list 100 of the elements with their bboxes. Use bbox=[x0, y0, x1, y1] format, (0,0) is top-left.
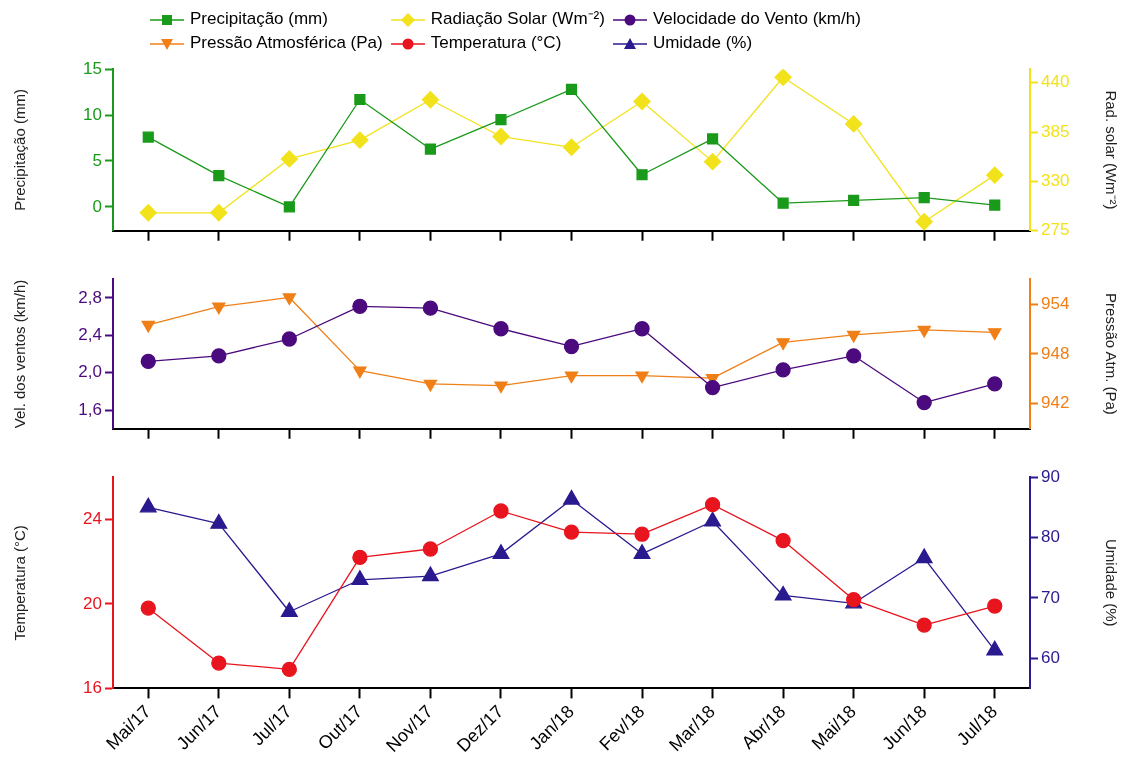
point bbox=[280, 150, 298, 168]
y-tick-label: 24 bbox=[83, 509, 102, 529]
y2-tick-label: 70 bbox=[1041, 587, 1060, 607]
y2-tick-label: 60 bbox=[1041, 647, 1060, 667]
point bbox=[282, 293, 297, 306]
point bbox=[987, 598, 1003, 614]
point bbox=[846, 330, 861, 343]
point bbox=[564, 371, 579, 384]
y-tick-label: 5 bbox=[92, 150, 102, 170]
point bbox=[141, 320, 155, 333]
point bbox=[211, 348, 227, 364]
point bbox=[916, 617, 932, 633]
point bbox=[493, 321, 509, 337]
y-tick-label: 2,4 bbox=[78, 324, 102, 344]
point bbox=[139, 497, 157, 513]
point bbox=[848, 194, 860, 207]
point bbox=[281, 331, 297, 347]
y2-tick-label: 330 bbox=[1041, 171, 1070, 191]
point bbox=[915, 213, 933, 231]
point bbox=[987, 376, 1003, 392]
point bbox=[703, 152, 722, 171]
point bbox=[916, 394, 932, 411]
point bbox=[918, 192, 930, 204]
point bbox=[280, 602, 298, 617]
point bbox=[986, 640, 1004, 656]
point bbox=[774, 69, 792, 86]
point bbox=[846, 348, 862, 364]
point bbox=[423, 379, 438, 392]
point bbox=[283, 201, 295, 213]
point bbox=[775, 362, 791, 378]
y-tick-label: 2,0 bbox=[78, 362, 102, 382]
point bbox=[562, 138, 581, 156]
point bbox=[633, 544, 651, 559]
y-tick-label: 10 bbox=[83, 104, 102, 124]
point bbox=[354, 93, 366, 106]
y-tick-label: 20 bbox=[83, 593, 102, 613]
point bbox=[492, 544, 510, 559]
y-tick-label: 16 bbox=[83, 678, 102, 698]
point bbox=[422, 300, 439, 316]
point bbox=[210, 514, 228, 529]
point bbox=[492, 127, 510, 146]
legend-label: Pressão Atmosférica (Pa) bbox=[190, 33, 383, 52]
y2-tick-label: 90 bbox=[1041, 466, 1060, 486]
point bbox=[213, 170, 225, 182]
y2-tick-label: 385 bbox=[1041, 121, 1070, 141]
point bbox=[210, 204, 228, 222]
point bbox=[634, 321, 650, 337]
point bbox=[495, 114, 507, 126]
y-axis-title: Temperatura (°C) bbox=[11, 525, 29, 641]
point bbox=[563, 524, 580, 540]
point bbox=[777, 197, 789, 209]
point bbox=[352, 298, 368, 314]
point bbox=[281, 661, 297, 678]
point bbox=[352, 549, 368, 566]
point bbox=[139, 204, 157, 222]
point bbox=[988, 328, 1002, 341]
y2-tick-label: 954 bbox=[1041, 293, 1070, 313]
point bbox=[986, 166, 1004, 184]
y2-axis-title: Umidade (%) bbox=[1102, 539, 1120, 627]
point bbox=[917, 325, 931, 338]
point bbox=[774, 585, 792, 601]
legend-label: Velocidade do Vento (km/h) bbox=[652, 9, 861, 28]
y-tick-label: 2,8 bbox=[78, 287, 102, 307]
point bbox=[704, 497, 721, 513]
y2-tick-label: 80 bbox=[1041, 527, 1060, 547]
point bbox=[493, 503, 509, 519]
point bbox=[915, 548, 933, 564]
legend-label: Precipitação (mm) bbox=[190, 9, 328, 28]
point bbox=[494, 381, 508, 394]
y2-tick-label: 440 bbox=[1041, 72, 1070, 92]
point bbox=[351, 570, 369, 585]
y-axis-title: Vel. dos ventos (km/h) bbox=[11, 279, 29, 429]
point bbox=[634, 526, 650, 542]
point bbox=[704, 379, 721, 396]
point bbox=[422, 541, 439, 557]
point bbox=[565, 83, 578, 95]
legend-label: Radiação Solar (Wm⁻²) bbox=[430, 9, 605, 28]
point bbox=[421, 566, 439, 582]
point bbox=[211, 655, 227, 671]
y2-axis-title: Rad. solar (Wm⁻²) bbox=[1102, 90, 1120, 210]
point bbox=[636, 169, 648, 181]
point bbox=[706, 133, 719, 145]
legend-label: Temperatura (°C) bbox=[430, 33, 562, 52]
point bbox=[140, 600, 156, 616]
y-tick-label: 15 bbox=[83, 58, 102, 78]
point bbox=[776, 338, 790, 350]
point bbox=[563, 489, 580, 505]
point bbox=[989, 199, 1001, 211]
point bbox=[140, 353, 156, 370]
point bbox=[424, 143, 437, 155]
point bbox=[353, 366, 367, 379]
y-tick-label: 0 bbox=[92, 196, 102, 216]
point bbox=[635, 371, 649, 384]
point bbox=[351, 131, 369, 149]
point bbox=[212, 302, 226, 315]
point bbox=[142, 131, 154, 143]
point bbox=[775, 532, 791, 549]
y2-tick-label: 275 bbox=[1041, 220, 1070, 240]
y2-tick-label: 948 bbox=[1041, 343, 1070, 363]
point bbox=[845, 115, 863, 133]
